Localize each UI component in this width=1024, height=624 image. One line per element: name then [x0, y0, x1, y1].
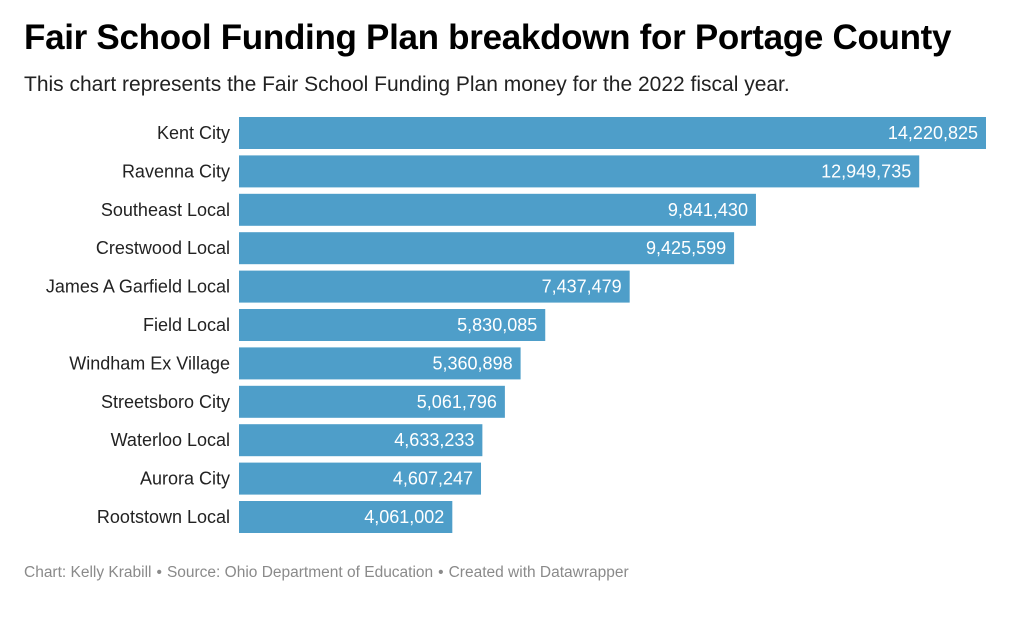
- chart-subtitle: This chart represents the Fair School Fu…: [24, 73, 790, 96]
- category-label: Field Local: [143, 315, 230, 335]
- category-label: Ravenna City: [122, 161, 230, 181]
- category-label: Aurora City: [140, 469, 230, 489]
- value-label: 9,841,430: [668, 200, 748, 220]
- category-label: Streetsboro City: [101, 392, 230, 412]
- bar: [239, 385, 505, 418]
- footer-source: Source: Ohio Department of Education: [166, 564, 434, 581]
- value-label: 14,220,825: [888, 123, 978, 143]
- category-label: Rootstown Local: [97, 507, 230, 527]
- footer-credit: Chart: Kelly Krabill: [24, 564, 152, 581]
- bar: [239, 193, 756, 226]
- footer-created-with: Created with Datawrapper: [448, 564, 629, 581]
- bar: [239, 270, 630, 303]
- bar-chart: Kent City 14,220,825 Ravenna City 12,949,73…: [46, 117, 986, 533]
- bar: [239, 155, 920, 188]
- category-label: Windham Ex Village: [69, 353, 230, 373]
- chart-footer: Chart: Kelly Krabill • Source: Ohio Depart…: [24, 564, 629, 582]
- chart-title: Fair School Funding Plan breakdown for P…: [24, 18, 952, 57]
- bar: [239, 309, 546, 341]
- value-label: 12,949,735: [821, 161, 911, 181]
- bar: [239, 117, 986, 149]
- value-label: 7,437,479: [542, 277, 622, 297]
- footer-separator: •: [438, 564, 444, 581]
- bar: [239, 501, 453, 533]
- bar: [239, 462, 482, 495]
- category-label: Crestwood Local: [96, 238, 230, 258]
- bar: [239, 424, 483, 457]
- value-label: 5,830,085: [457, 315, 537, 335]
- category-label: Southeast Local: [101, 200, 230, 220]
- category-label: Kent City: [157, 123, 230, 143]
- value-label: 4,061,002: [364, 507, 444, 527]
- footer-separator: •: [156, 564, 162, 581]
- bar: [239, 347, 521, 380]
- category-label: James A Garfield Local: [46, 277, 230, 297]
- value-label: 4,607,247: [393, 469, 473, 489]
- category-label: Waterloo Local: [111, 430, 230, 450]
- value-label: 4,633,233: [394, 430, 474, 450]
- value-label: 5,360,898: [433, 353, 513, 373]
- value-label: 9,425,599: [646, 238, 726, 258]
- value-label: 5,061,796: [417, 392, 497, 412]
- bar: [239, 232, 735, 265]
- bars-group: Kent City 14,220,825 Ravenna City 12,949,73…: [46, 117, 986, 533]
